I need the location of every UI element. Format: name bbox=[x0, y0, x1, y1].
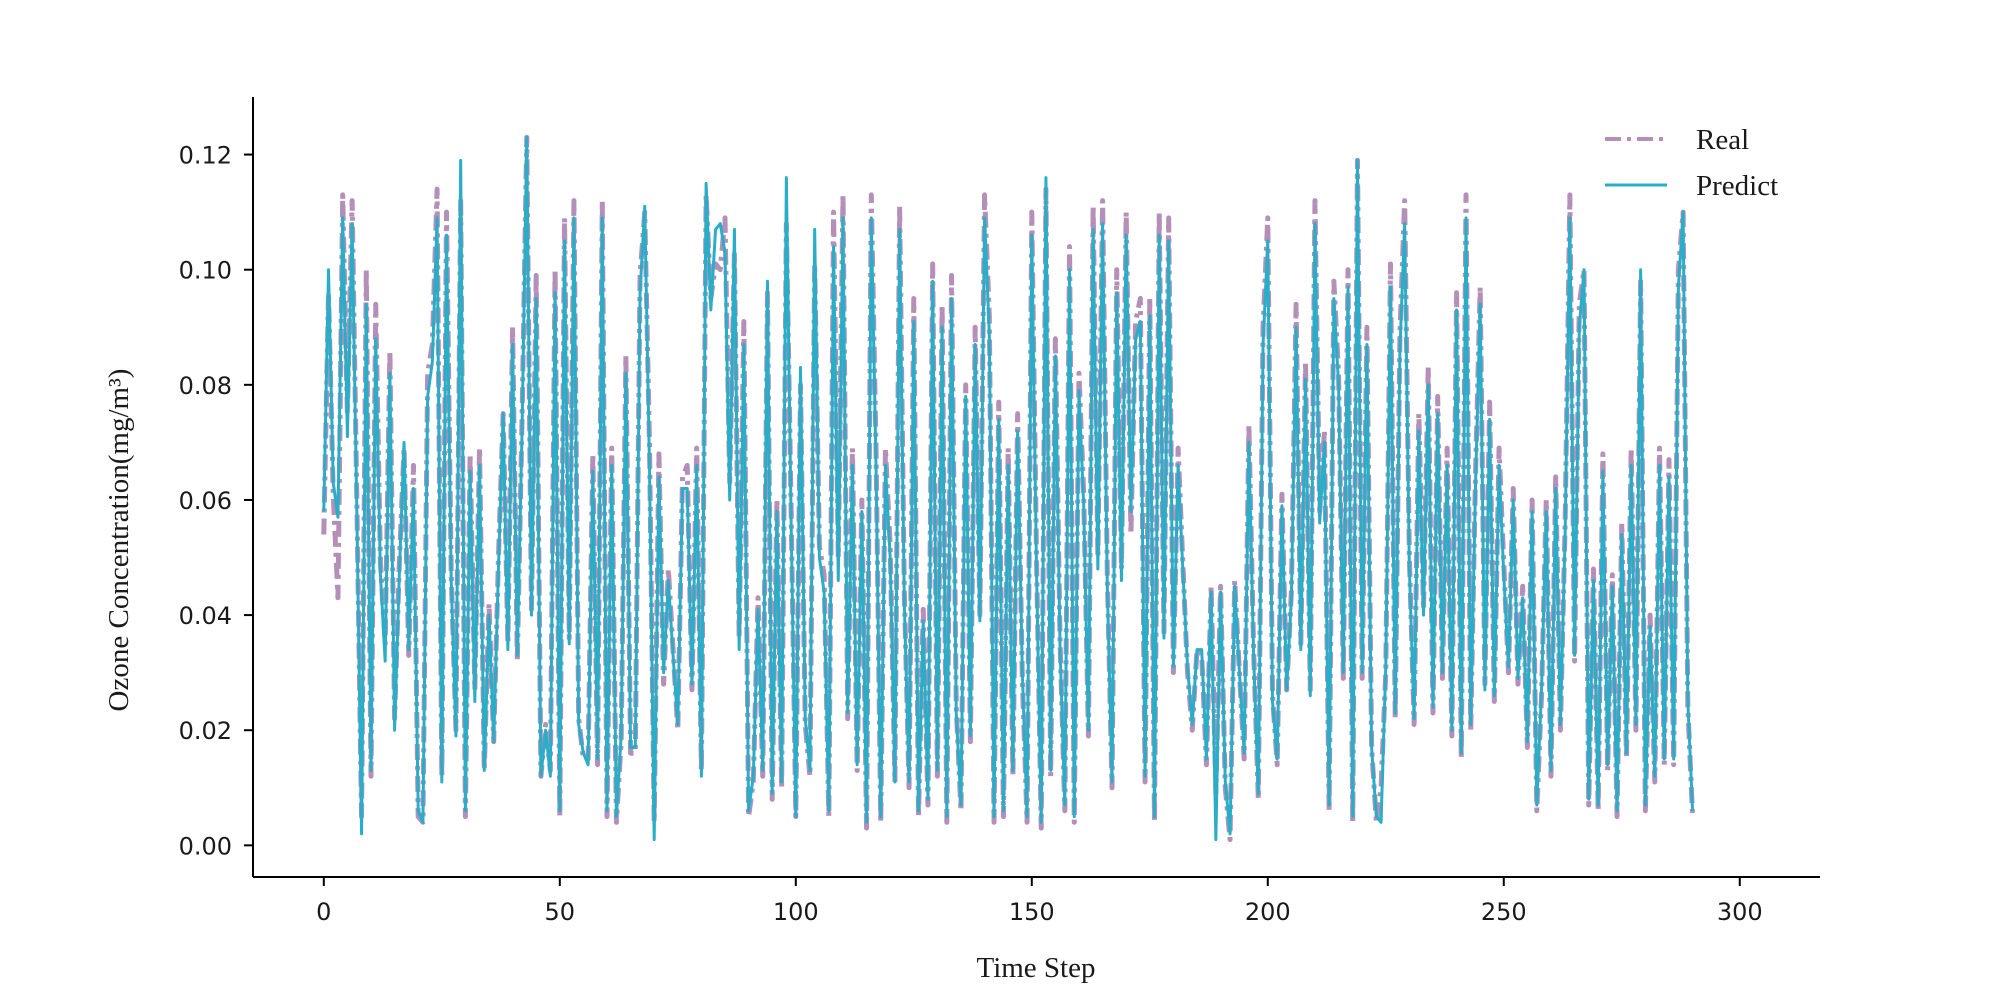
x-tick-label: 300 bbox=[1717, 898, 1763, 926]
legend: Real Predict bbox=[1605, 124, 1778, 202]
series-line-predict bbox=[322, 135, 1695, 842]
x-axis-title: Time Step bbox=[977, 952, 1096, 984]
x-tick-label: 250 bbox=[1481, 898, 1527, 926]
y-tick-label: 0.12 bbox=[179, 142, 232, 170]
y-tick-label: 0.10 bbox=[179, 257, 232, 285]
x-tick-label: 150 bbox=[1009, 898, 1055, 926]
y-axis-title: Ozone Concentration(mg/m³) bbox=[103, 369, 135, 712]
y-axis-ticks: 0.00 0.02 0.04 0.06 0.08 0.10 0.12 bbox=[179, 142, 253, 860]
y-tick-label: 0.08 bbox=[179, 372, 232, 400]
series-layer bbox=[321, 134, 1696, 843]
x-tick-label: 0 bbox=[316, 898, 331, 926]
y-tick-label: 0.04 bbox=[179, 602, 232, 630]
y-tick-label: 0.02 bbox=[179, 717, 232, 745]
legend-label-real: Real bbox=[1696, 124, 1749, 156]
x-tick-label: 100 bbox=[773, 898, 819, 926]
x-tick-label: 50 bbox=[545, 898, 576, 926]
x-tick-label: 200 bbox=[1245, 898, 1291, 926]
y-tick-label: 0.00 bbox=[179, 832, 232, 860]
x-axis-ticks: 0 50 100 150 200 250 300 bbox=[316, 877, 1763, 926]
y-tick-label: 0.06 bbox=[179, 487, 232, 515]
legend-label-predict: Predict bbox=[1696, 170, 1778, 202]
